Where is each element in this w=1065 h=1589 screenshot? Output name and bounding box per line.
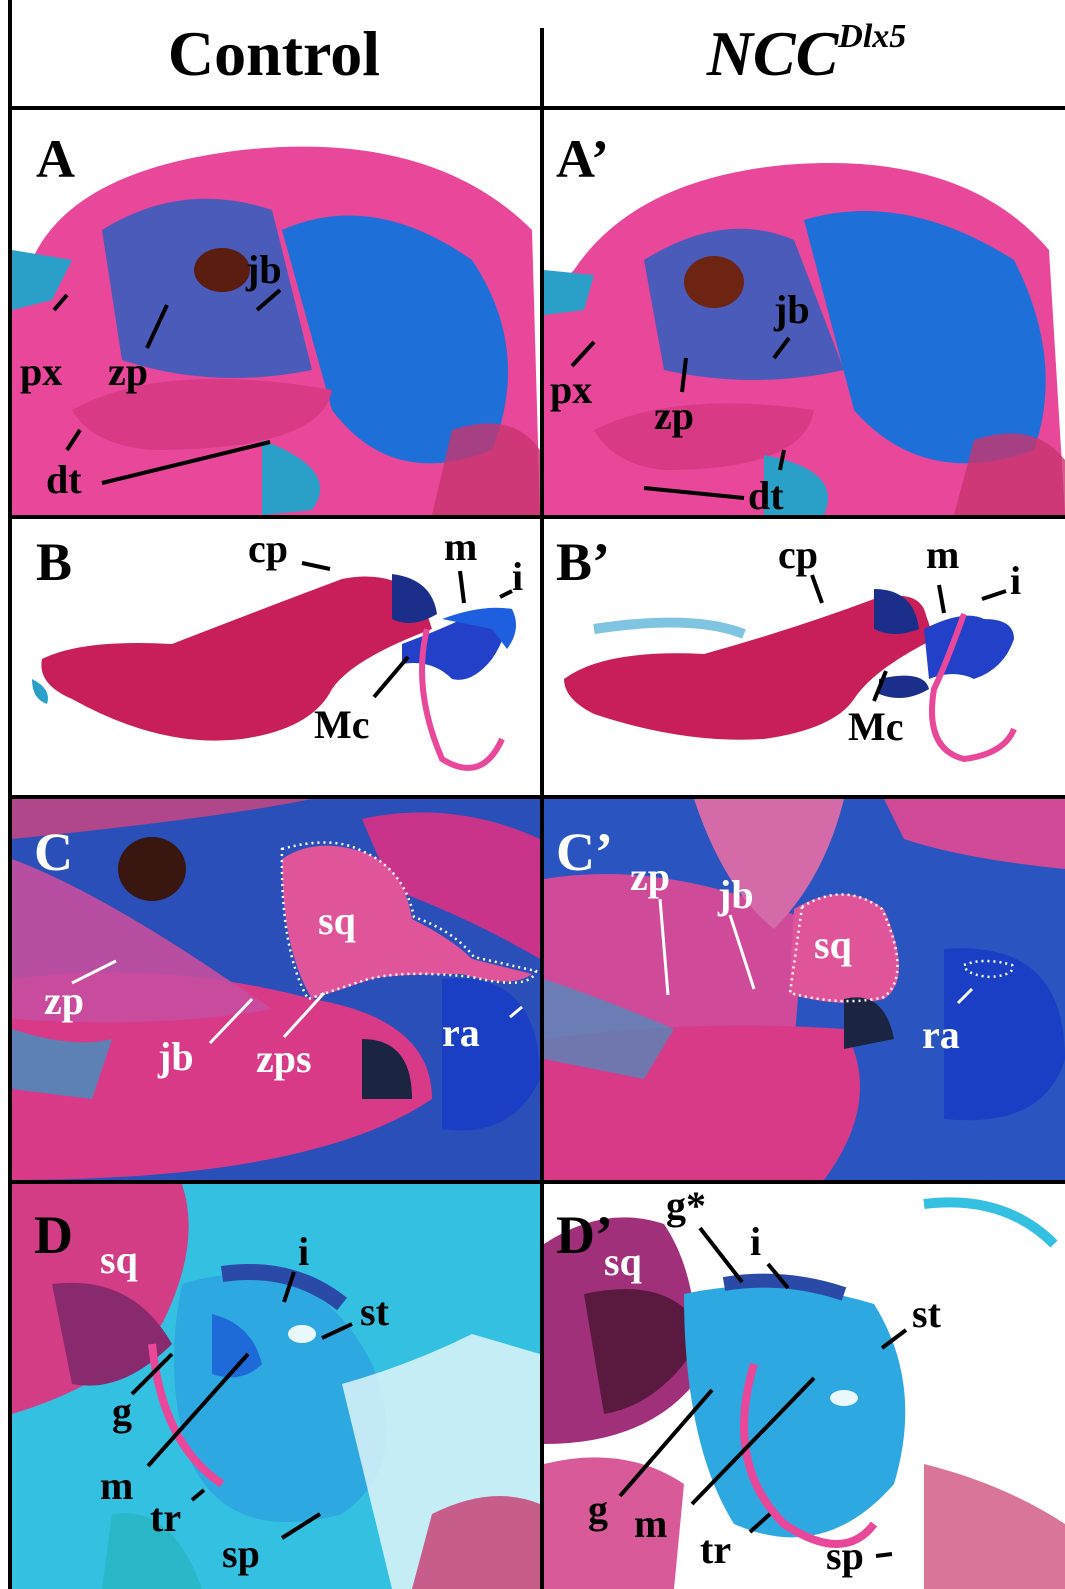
label-tr: tr [700,1527,732,1572]
panel-c-image: C sq zp jb zps ra [12,799,540,1180]
label-zps: zps [256,1036,312,1081]
column-header-control: Control [0,0,548,108]
label-zp: zp [630,854,670,899]
panel-a-prime-image: A’ jb px zp dt [544,110,1065,515]
mutant-title: NCCDlx5 [706,17,907,89]
panel-label: D [34,1205,73,1265]
row-divider-4 [8,1180,1065,1184]
label-i: i [512,554,524,599]
panel-label: A’ [556,129,609,189]
label-mc: Mc [314,702,370,747]
label-m: m [100,1463,134,1508]
label-g-star: g* [666,1184,706,1228]
label-i: i [1010,558,1022,603]
label-px: px [550,367,593,412]
label-st: st [912,1291,941,1336]
label-dt: dt [748,473,784,516]
label-sp: sp [222,1531,260,1576]
label-zp: zp [108,349,148,394]
label-g: g [588,1487,608,1532]
label-ra: ra [922,1012,960,1057]
label-px: px [20,349,63,394]
label-sq: sq [318,898,356,943]
label-m: m [444,524,478,569]
panel-b-image: B cp m i Mc [12,519,540,795]
annotation-leaders [130,1271,353,1540]
label-tr: tr [150,1495,182,1540]
row-divider-3 [8,795,1065,799]
label-dt: dt [46,457,82,502]
panel-label: A [36,129,75,189]
label-jb: jb [246,247,282,292]
label-zp: zp [44,978,84,1023]
annotation-leaders [301,561,513,699]
panel-label: C [34,822,73,882]
row-divider-1 [8,106,1065,110]
panel-label: B’ [556,532,610,592]
annotation-leaders [618,1226,908,1558]
label-ra: ra [442,1010,480,1055]
panel-b-prime-image: B’ cp m i Mc [544,519,1065,795]
closeup-photo [12,799,540,1180]
label-st: st [360,1289,389,1334]
annotation-leaders [810,574,1007,702]
label-mc: Mc [848,704,904,749]
label-jb: jb [158,1034,194,1079]
label-sp: sp [826,1533,864,1578]
row-divider-2 [8,515,1065,519]
mandible-photo [32,574,516,771]
annotation-leaders [52,288,282,485]
annotation-leaders [658,898,974,1005]
label-g: g [112,1389,132,1434]
mandible-photo [564,589,1017,763]
panel-label: B [36,532,73,592]
skull-photo [544,163,1065,515]
panel-d-prime-image: D’ g* i sq st g m tr sp [544,1184,1065,1589]
label-sq: sq [814,922,852,967]
left-border [8,0,12,1589]
annotation-leaders [71,959,523,1045]
label-m: m [634,1501,668,1546]
control-title: Control [167,18,381,89]
label-sq: sq [604,1239,642,1284]
panel-label: C’ [556,822,613,882]
annotation-leaders [570,336,791,500]
label-jb: jb [718,872,754,917]
middle-ear-photo [12,1184,540,1589]
label-sq: sq [100,1237,138,1282]
label-i: i [298,1229,310,1274]
label-i: i [750,1219,762,1264]
column-header-mutant: NCCDlx5 [548,0,1065,108]
middle-ear-photo [544,1184,1065,1589]
label-jb: jb [774,287,810,332]
panel-c-prime-image: C’ zp jb sq ra [544,799,1065,1180]
closeup-photo [544,799,1065,1180]
panel-a-image: A jb px zp dt [12,110,540,515]
center-divider [540,28,544,1589]
panel-d-image: D sq i st g m tr sp [12,1184,540,1589]
label-m: m [926,532,960,577]
label-cp: cp [248,526,288,571]
label-zp: zp [654,393,694,438]
skull-photo [12,146,540,515]
label-cp: cp [778,532,818,577]
panel-label: D’ [556,1205,613,1265]
